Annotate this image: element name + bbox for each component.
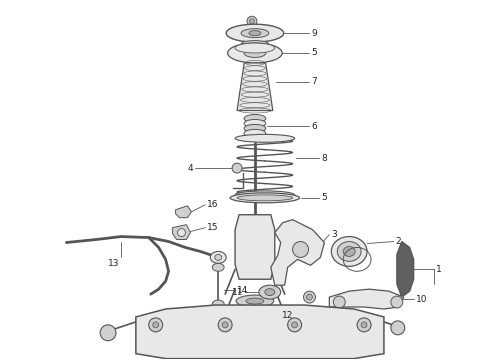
Ellipse shape: [337, 242, 361, 261]
Circle shape: [391, 321, 405, 335]
Polygon shape: [172, 225, 191, 239]
Text: 10: 10: [416, 294, 427, 303]
Ellipse shape: [236, 295, 274, 307]
Circle shape: [232, 163, 242, 173]
Ellipse shape: [244, 49, 266, 58]
Circle shape: [303, 291, 316, 303]
Circle shape: [361, 322, 367, 328]
Circle shape: [288, 318, 301, 332]
Text: 13: 13: [107, 260, 119, 269]
Ellipse shape: [235, 43, 275, 53]
Ellipse shape: [244, 114, 266, 122]
Polygon shape: [175, 206, 192, 218]
Ellipse shape: [241, 29, 269, 37]
Polygon shape: [237, 63, 273, 111]
Ellipse shape: [226, 24, 284, 42]
Text: 5: 5: [312, 49, 317, 58]
Circle shape: [153, 322, 159, 328]
Text: 15: 15: [207, 223, 219, 232]
Ellipse shape: [249, 31, 261, 36]
Polygon shape: [271, 220, 324, 285]
Ellipse shape: [259, 285, 281, 299]
Ellipse shape: [215, 255, 221, 260]
Circle shape: [292, 322, 297, 328]
Circle shape: [247, 16, 257, 26]
Text: 2: 2: [396, 237, 401, 246]
Ellipse shape: [343, 247, 355, 256]
Circle shape: [391, 296, 403, 308]
Circle shape: [177, 229, 185, 237]
Text: 16: 16: [207, 200, 219, 209]
Ellipse shape: [212, 264, 224, 271]
Text: 14: 14: [237, 285, 248, 294]
Ellipse shape: [235, 134, 294, 142]
Ellipse shape: [246, 298, 264, 304]
Polygon shape: [397, 242, 414, 297]
Circle shape: [333, 296, 345, 308]
Text: 12: 12: [282, 311, 293, 320]
Ellipse shape: [244, 125, 266, 132]
Text: 9: 9: [312, 29, 317, 38]
Text: 3: 3: [331, 230, 337, 239]
Ellipse shape: [212, 300, 224, 308]
Ellipse shape: [230, 193, 299, 203]
Ellipse shape: [331, 237, 367, 266]
Text: 6: 6: [312, 122, 317, 131]
Ellipse shape: [235, 191, 294, 199]
Ellipse shape: [265, 289, 275, 296]
Circle shape: [249, 19, 254, 24]
Circle shape: [357, 318, 371, 332]
Polygon shape: [329, 289, 404, 309]
Text: 7: 7: [312, 77, 317, 86]
Polygon shape: [136, 305, 384, 359]
Circle shape: [293, 242, 309, 257]
Circle shape: [149, 318, 163, 332]
Ellipse shape: [237, 195, 293, 201]
Text: 4: 4: [188, 163, 194, 172]
Ellipse shape: [228, 43, 282, 63]
Text: 1: 1: [436, 265, 441, 274]
Circle shape: [100, 325, 116, 341]
Ellipse shape: [241, 41, 269, 48]
Text: 5: 5: [321, 193, 327, 202]
Ellipse shape: [210, 251, 226, 264]
Text: 11: 11: [231, 288, 243, 297]
Circle shape: [218, 318, 232, 332]
Circle shape: [222, 322, 228, 328]
Text: 8: 8: [321, 154, 327, 163]
Circle shape: [307, 294, 313, 300]
Polygon shape: [235, 215, 275, 279]
Ellipse shape: [244, 120, 266, 127]
Ellipse shape: [244, 129, 266, 137]
